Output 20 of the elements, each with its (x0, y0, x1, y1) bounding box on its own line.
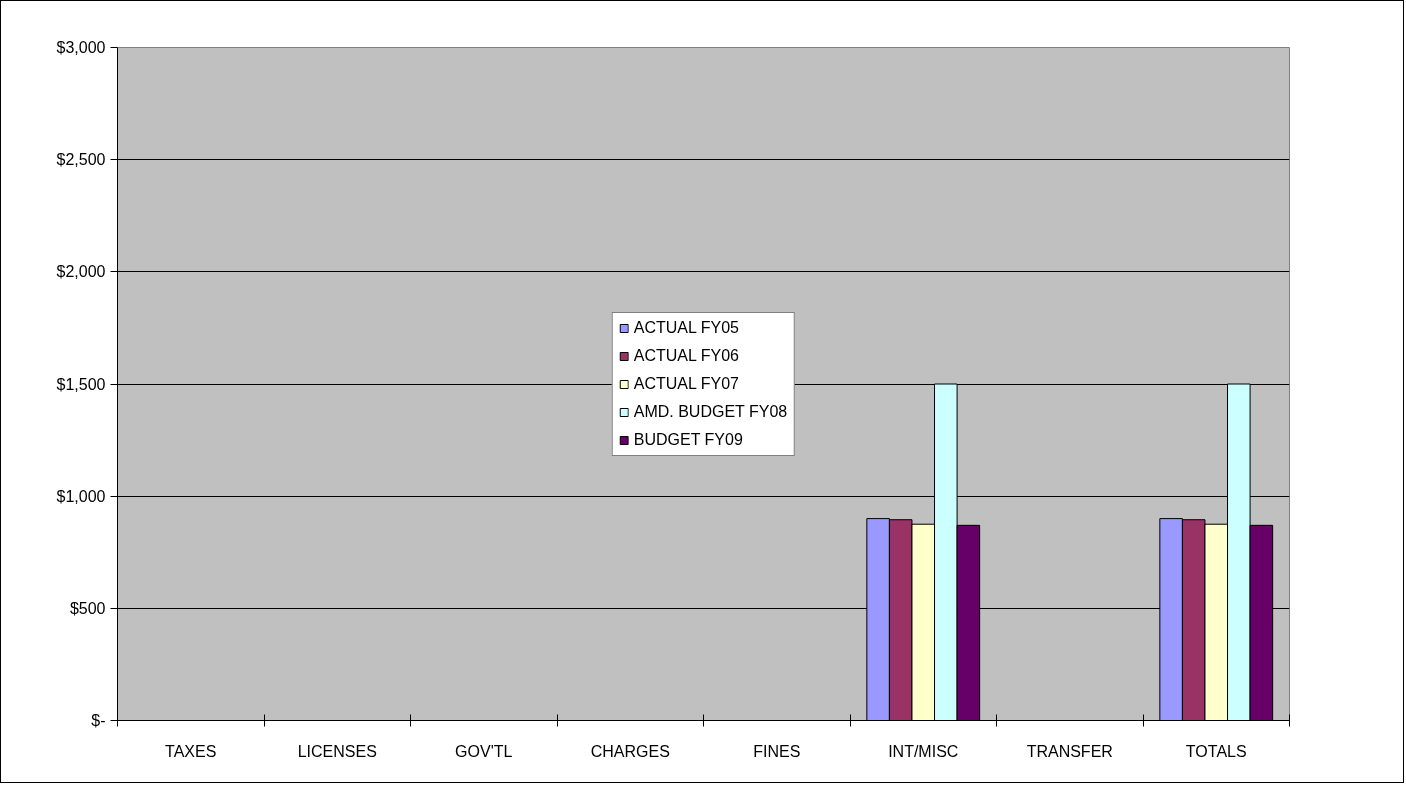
x-tick-label: FINES (753, 742, 801, 760)
y-tick-label: $2,000 (56, 263, 106, 281)
x-tick-label: LICENSES (297, 742, 377, 760)
y-tick-label: $500 (69, 599, 106, 617)
x-tick-label: GOV'TL (455, 742, 513, 760)
y-tick-label: $1,500 (56, 375, 106, 393)
y-tick-label: $1,000 (56, 487, 106, 505)
legend-label: ACTUAL FY07 (633, 374, 739, 393)
x-tick-label: TRANSFER (1026, 742, 1113, 760)
legend-label: ACTUAL FY05 (633, 318, 739, 337)
legend-label: BUDGET FY09 (633, 430, 743, 449)
y-tick-label: $2,500 (56, 151, 106, 169)
y-tick-label: $- (91, 712, 106, 729)
legend-label: ACTUAL FY06 (633, 346, 739, 365)
x-tick-label: CHARGES (590, 742, 670, 760)
legend-label: AMD. BUDGET FY08 (633, 402, 788, 421)
x-tick-label: TAXES (165, 742, 217, 760)
x-tick-label: TOTALS (1185, 742, 1247, 760)
x-tick-label: INT/MISC (888, 742, 959, 760)
y-tick-label: $3,000 (56, 39, 106, 56)
